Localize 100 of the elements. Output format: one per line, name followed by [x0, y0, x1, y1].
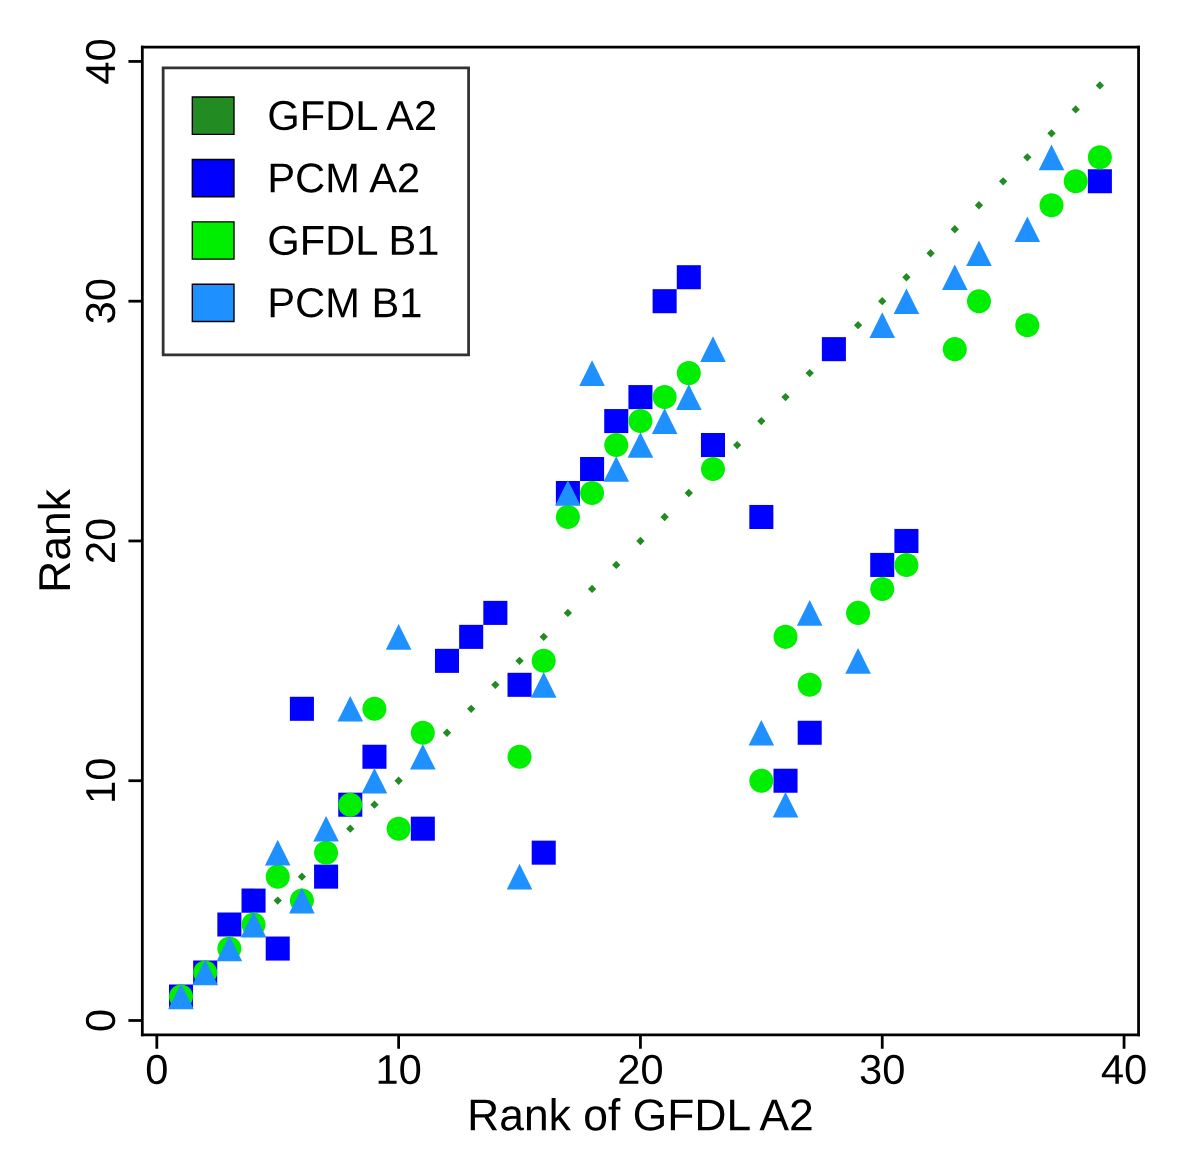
point: [507, 672, 532, 697]
point: [264, 839, 291, 866]
point: [612, 560, 621, 570]
point: [442, 728, 452, 737]
legend-label: GFDL B1: [269, 225, 438, 256]
point: [700, 336, 726, 362]
point: [555, 504, 580, 530]
point: [241, 888, 266, 913]
point: [628, 385, 653, 410]
x-tick-label: 10: [378, 1054, 421, 1085]
point: [434, 648, 460, 673]
point: [483, 600, 508, 625]
point: [902, 273, 911, 282]
point: [941, 264, 968, 291]
point: [580, 480, 605, 506]
point: [773, 624, 798, 649]
point: [821, 337, 846, 362]
point: [361, 767, 388, 794]
point: [1071, 105, 1080, 114]
point: [1023, 153, 1032, 162]
point: [563, 608, 573, 618]
x-tick-label: 30: [860, 1054, 904, 1085]
point: [531, 840, 556, 865]
point: [966, 289, 991, 314]
point: [467, 704, 476, 713]
point: [1063, 169, 1088, 194]
point: [370, 800, 379, 809]
point: [878, 297, 887, 306]
x-tick-label: 20: [619, 1054, 662, 1085]
point: [749, 768, 774, 793]
y-tick-label: 10: [85, 759, 116, 801]
point: [515, 656, 524, 666]
point: [1087, 169, 1112, 194]
legend-label: GFDL A2: [269, 100, 436, 131]
point: [603, 456, 630, 482]
point: [781, 392, 790, 402]
point: [797, 720, 822, 745]
point: [297, 872, 307, 881]
point: [636, 536, 645, 546]
point: [579, 360, 605, 386]
point: [651, 408, 678, 434]
point: [1014, 216, 1041, 243]
point: [676, 265, 701, 290]
point: [805, 368, 814, 378]
point: [604, 409, 629, 434]
point: [773, 768, 798, 793]
point: [1038, 144, 1065, 171]
point: [314, 864, 339, 889]
point: [676, 361, 701, 386]
point: [539, 632, 548, 642]
point: [265, 936, 290, 961]
point: [491, 680, 500, 689]
point: [273, 896, 282, 905]
point: [385, 624, 412, 650]
point: [757, 416, 766, 426]
y-tick-label: 0: [85, 1010, 116, 1031]
point: [604, 433, 629, 458]
point: [894, 552, 919, 577]
y-tick-label: 20: [85, 519, 116, 563]
point: [700, 433, 726, 458]
point: [797, 672, 822, 697]
point: [394, 776, 403, 785]
point: [531, 648, 556, 673]
y-axis-title: Rank: [37, 489, 71, 590]
point: [580, 457, 605, 482]
legend-label: PCM B1: [270, 288, 421, 318]
point: [1047, 129, 1056, 138]
point: [1087, 145, 1112, 170]
point: [796, 600, 823, 626]
point: [950, 225, 959, 234]
point: [942, 337, 967, 362]
point: [998, 177, 1008, 186]
point: [926, 249, 935, 258]
legend-label: PCM A2: [270, 163, 419, 193]
point: [974, 201, 984, 210]
point: [893, 288, 920, 314]
x-tick-label: 40: [1101, 1054, 1146, 1085]
point: [265, 864, 290, 889]
point: [530, 672, 557, 698]
point: [410, 743, 436, 770]
point: [846, 600, 871, 625]
point: [1015, 313, 1040, 338]
y-tick-label: 40: [85, 39, 116, 84]
point: [870, 576, 895, 601]
point: [894, 528, 919, 553]
point: [845, 648, 871, 674]
point: [652, 289, 677, 314]
point: [749, 504, 774, 530]
point: [362, 744, 387, 769]
point: [966, 240, 992, 267]
point: [313, 815, 339, 842]
point: [733, 440, 742, 450]
point: [660, 512, 669, 522]
point: [337, 695, 364, 722]
point: [853, 321, 863, 330]
point: [410, 816, 435, 841]
point: [627, 432, 654, 458]
point: [217, 912, 242, 937]
y-tick-label: 30: [85, 279, 116, 323]
point: [346, 824, 355, 833]
